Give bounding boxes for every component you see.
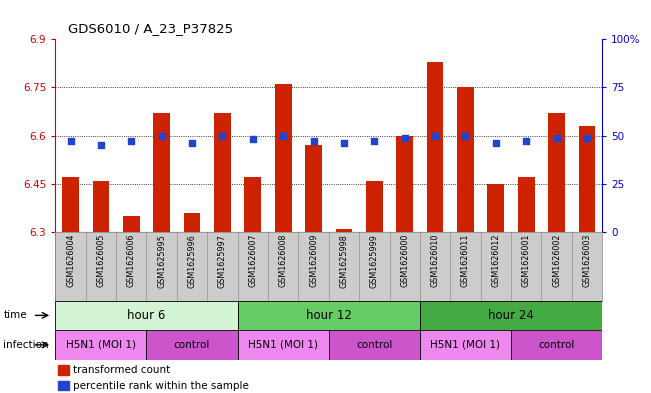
Point [217, 132, 228, 139]
Point [430, 132, 440, 139]
Point [278, 132, 288, 139]
Text: GSM1626003: GSM1626003 [583, 234, 592, 287]
Point [521, 138, 531, 145]
Bar [579, 126, 596, 232]
Bar [154, 113, 170, 232]
Text: GDS6010 / A_23_P37825: GDS6010 / A_23_P37825 [68, 22, 234, 35]
Text: GSM1626009: GSM1626009 [309, 234, 318, 287]
Bar [488, 184, 504, 232]
Text: GSM1626010: GSM1626010 [430, 234, 439, 287]
Bar [58, 381, 69, 390]
Text: GSM1626007: GSM1626007 [248, 234, 257, 287]
Point [187, 140, 197, 147]
Text: control: control [174, 340, 210, 350]
Point [156, 132, 167, 139]
Text: percentile rank within the sample: percentile rank within the sample [74, 381, 249, 391]
Point [582, 134, 592, 141]
Text: control: control [538, 340, 575, 350]
Text: hour 12: hour 12 [306, 309, 352, 322]
Point [96, 142, 106, 148]
Text: GSM1626008: GSM1626008 [279, 234, 288, 287]
Text: GSM1625999: GSM1625999 [370, 234, 379, 288]
Bar [305, 145, 322, 232]
Text: infection: infection [3, 340, 49, 350]
Bar [55, 330, 146, 360]
Bar [548, 113, 565, 232]
Point [491, 140, 501, 147]
Bar [457, 87, 474, 232]
Bar [396, 136, 413, 232]
Text: GSM1626001: GSM1626001 [521, 234, 531, 287]
Bar [184, 213, 201, 232]
Text: GSM1626002: GSM1626002 [552, 234, 561, 287]
Text: GSM1626006: GSM1626006 [127, 234, 136, 287]
Text: GSM1626004: GSM1626004 [66, 234, 75, 287]
Bar [511, 330, 602, 360]
Bar [420, 301, 602, 330]
Text: GSM1625995: GSM1625995 [157, 234, 166, 288]
Text: GSM1625996: GSM1625996 [187, 234, 197, 288]
Bar [329, 330, 420, 360]
Text: hour 6: hour 6 [128, 309, 165, 322]
Text: GSM1626005: GSM1626005 [96, 234, 105, 287]
Point [309, 138, 319, 145]
Text: control: control [356, 340, 393, 350]
Bar [146, 330, 238, 360]
Point [551, 134, 562, 141]
Text: GSM1626011: GSM1626011 [461, 234, 470, 287]
Bar [427, 62, 443, 232]
Text: time: time [3, 310, 27, 320]
Text: GSM1626000: GSM1626000 [400, 234, 409, 287]
Point [126, 138, 137, 145]
Bar [58, 365, 69, 375]
Text: GSM1626012: GSM1626012 [492, 234, 501, 287]
Bar [123, 216, 140, 232]
Bar [238, 330, 329, 360]
Bar [62, 177, 79, 232]
Text: GSM1625998: GSM1625998 [339, 234, 348, 288]
Bar [518, 177, 534, 232]
Bar [214, 113, 230, 232]
Bar [92, 180, 109, 232]
Point [400, 134, 410, 141]
Bar [244, 177, 261, 232]
Text: transformed count: transformed count [74, 365, 171, 375]
Text: H5N1 (MOI 1): H5N1 (MOI 1) [66, 340, 136, 350]
Text: H5N1 (MOI 1): H5N1 (MOI 1) [248, 340, 318, 350]
Point [460, 132, 471, 139]
Bar [336, 229, 352, 232]
Bar [238, 301, 420, 330]
Bar [420, 330, 511, 360]
Point [369, 138, 380, 145]
Text: GSM1625997: GSM1625997 [218, 234, 227, 288]
Bar [366, 180, 383, 232]
Text: hour 24: hour 24 [488, 309, 534, 322]
Bar [55, 301, 238, 330]
Point [247, 136, 258, 143]
Bar [275, 84, 292, 232]
Point [65, 138, 76, 145]
Point [339, 140, 349, 147]
Text: H5N1 (MOI 1): H5N1 (MOI 1) [430, 340, 501, 350]
